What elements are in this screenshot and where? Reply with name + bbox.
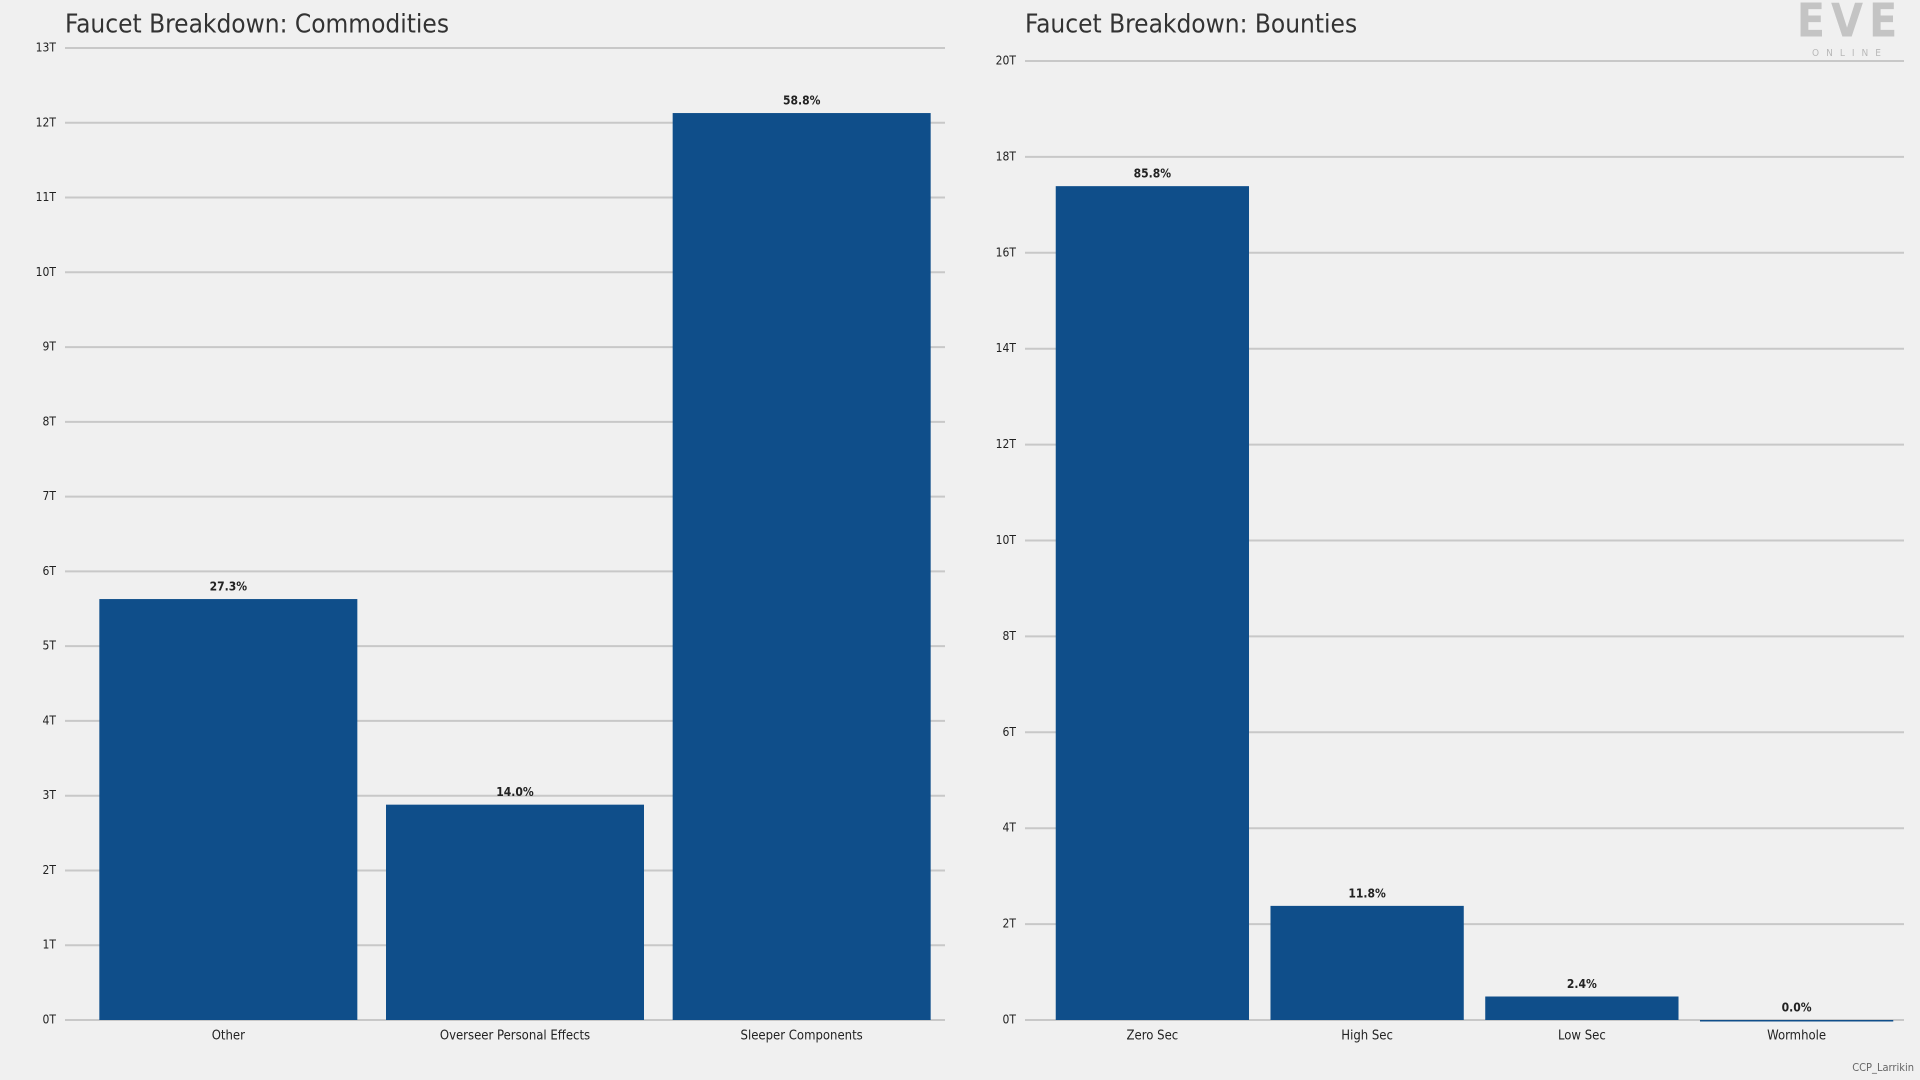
y-tick-label: 9T	[43, 340, 57, 354]
x-tick-label: Sleeper Components	[741, 1029, 863, 1044]
chart-title: Faucet Breakdown: Bounties	[1025, 10, 1357, 40]
y-tick-label: 14T	[996, 341, 1017, 355]
bar-label: 11.8%	[1348, 886, 1386, 900]
credit: CCP_Larrikin	[1852, 1061, 1914, 1074]
y-tick-label: 0T	[1003, 1013, 1017, 1027]
y-tick-label: 4T	[1003, 821, 1017, 835]
bar	[672, 113, 931, 1020]
bar-label: 0.0%	[1782, 1001, 1812, 1015]
y-tick-label: 3T	[43, 788, 57, 802]
logo: EVE	[1797, 0, 1904, 48]
x-tick-label: Overseer Personal Effects	[440, 1029, 590, 1044]
y-tick-label: 20T	[996, 54, 1017, 68]
bar-label: 27.3%	[210, 580, 248, 594]
bar	[1485, 996, 1679, 1020]
bar-label: 2.4%	[1567, 977, 1597, 991]
x-tick-label: Zero Sec	[1127, 1029, 1179, 1044]
y-tick-label: 18T	[996, 149, 1017, 163]
x-tick-label: Other	[212, 1029, 245, 1044]
logo-subtext: ONLINE	[1812, 48, 1888, 59]
y-tick-label: 2T	[43, 863, 57, 877]
bar	[1699, 1020, 1894, 1022]
y-tick-label: 13T	[36, 41, 57, 55]
y-tick-label: 2T	[1003, 917, 1017, 931]
chart-title: Faucet Breakdown: Commodities	[65, 10, 449, 40]
y-tick-label: 6T	[43, 564, 57, 578]
y-tick-label: 16T	[996, 245, 1017, 259]
y-tick-label: 8T	[1003, 629, 1017, 643]
y-tick-label: 12T	[36, 115, 57, 129]
bar	[99, 599, 358, 1020]
y-tick-label: 0T	[43, 1013, 57, 1027]
bar-label: 58.8%	[783, 94, 821, 108]
bar-label: 85.8%	[1134, 167, 1172, 181]
y-tick-label: 12T	[996, 437, 1017, 451]
y-tick-label: 4T	[43, 713, 57, 727]
x-tick-label: Wormhole	[1767, 1029, 1826, 1044]
bar	[386, 804, 644, 1020]
y-tick-label: 1T	[43, 938, 57, 952]
x-tick-label: Low Sec	[1558, 1029, 1606, 1044]
y-tick-label: 6T	[1003, 725, 1017, 739]
y-tick-label: 10T	[36, 265, 57, 279]
y-tick-label: 8T	[43, 414, 57, 428]
bar	[1270, 905, 1464, 1020]
y-tick-label: 10T	[996, 533, 1017, 547]
y-tick-label: 7T	[43, 489, 57, 503]
y-tick-label: 11T	[36, 190, 57, 204]
y-tick-label: 5T	[43, 639, 57, 653]
bar	[1055, 186, 1250, 1020]
bar-label: 14.0%	[496, 785, 534, 799]
x-tick-label: High Sec	[1341, 1029, 1393, 1044]
